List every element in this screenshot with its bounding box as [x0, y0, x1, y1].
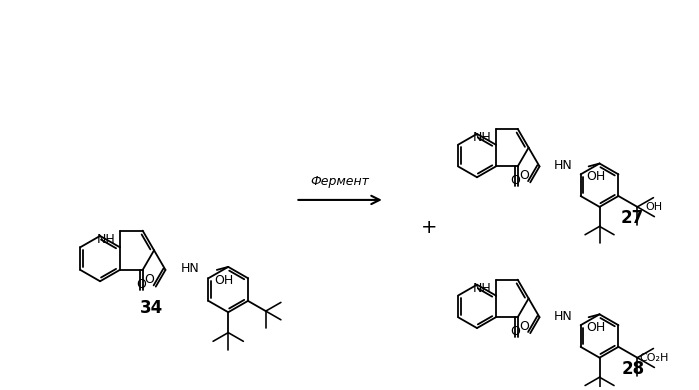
- Text: NH: NH: [473, 282, 491, 294]
- Text: Фермент: Фермент: [310, 175, 370, 188]
- Text: O: O: [510, 325, 520, 338]
- Text: O: O: [136, 278, 146, 291]
- Text: OH: OH: [586, 170, 606, 183]
- Text: 28: 28: [621, 360, 644, 378]
- Text: NH: NH: [473, 131, 491, 144]
- Text: HN: HN: [181, 262, 200, 275]
- Text: CO₂H: CO₂H: [640, 353, 669, 363]
- Text: +: +: [421, 218, 438, 237]
- Text: NH: NH: [96, 232, 115, 246]
- Text: O: O: [519, 169, 530, 182]
- Text: OH: OH: [586, 321, 606, 333]
- Text: 27: 27: [621, 209, 644, 227]
- Text: OH: OH: [646, 202, 663, 212]
- Text: O: O: [145, 273, 154, 286]
- Text: HN: HN: [554, 159, 573, 172]
- Text: 34: 34: [140, 300, 163, 317]
- Text: OH: OH: [215, 274, 233, 287]
- Text: HN: HN: [554, 310, 573, 323]
- Text: O: O: [510, 174, 520, 187]
- Text: O: O: [519, 320, 530, 333]
